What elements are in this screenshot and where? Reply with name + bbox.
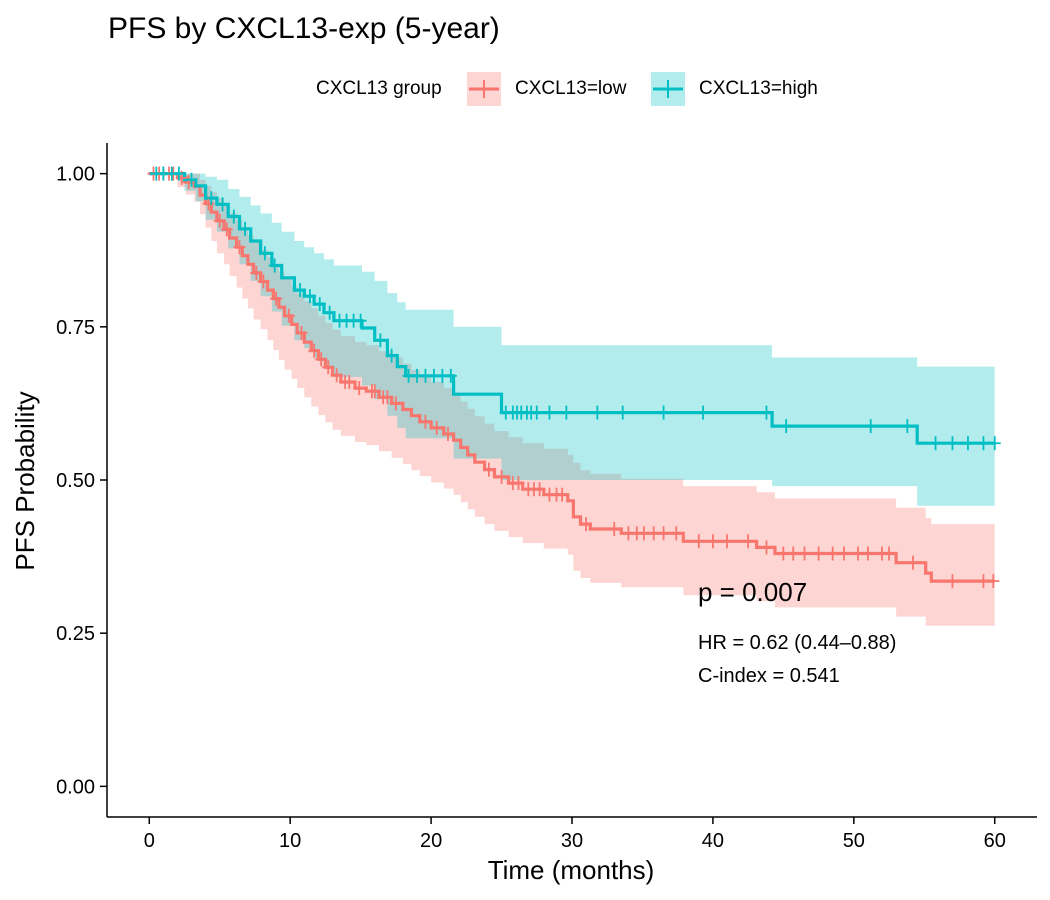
- plot-area: [147, 166, 1001, 626]
- x-tick-label: 0: [144, 830, 155, 852]
- y-tick-label: 0.25: [56, 623, 95, 645]
- axes: 0 10 20 30 40 50 60 0.00 0.25 0.50 0.75 1.00: [56, 143, 1037, 852]
- x-axis-title: Time (months): [488, 855, 655, 885]
- hazard-ratio-label: HR = 0.62 (0.44–0.88): [698, 632, 896, 654]
- statistics-annotations: p = 0.007 HR = 0.62 (0.44–0.88) C-index …: [698, 577, 896, 687]
- x-tick-label: 30: [561, 830, 583, 852]
- legend: CXCL13 group CXCL13=low CXCL13=high: [316, 72, 818, 106]
- confidence-bands: [149, 173, 995, 626]
- c-index-label: C-index = 0.541: [698, 665, 840, 687]
- x-tick-label: 20: [420, 830, 442, 852]
- ci-band-low: [149, 173, 995, 626]
- p-value-label: p = 0.007: [698, 577, 807, 607]
- survival-line-low: [149, 172, 995, 583]
- x-tick-label: 10: [279, 830, 301, 852]
- y-axis-title: PFS Probability: [10, 391, 40, 570]
- ci-band-high: [149, 173, 995, 506]
- y-tick-label: 0.75: [56, 317, 95, 339]
- x-tick-label: 60: [984, 830, 1006, 852]
- y-tick-label: 1.00: [56, 164, 95, 186]
- x-axis-ticks: 0 10 20 30 40 50 60: [144, 817, 1006, 852]
- censor-marks: [147, 166, 1001, 589]
- legend-label-high: CXCL13=high: [699, 78, 818, 99]
- y-tick-label: 0.00: [56, 776, 95, 798]
- chart-title: PFS by CXCL13-exp (5-year): [108, 12, 500, 45]
- y-axis-ticks: 0.00 0.25 0.50 0.75 1.00: [56, 164, 107, 798]
- legend-title: CXCL13 group: [316, 78, 442, 99]
- x-tick-label: 50: [843, 830, 865, 852]
- x-tick-label: 40: [702, 830, 724, 852]
- legend-label-low: CXCL13=low: [515, 78, 627, 99]
- y-tick-label: 0.50: [56, 470, 95, 492]
